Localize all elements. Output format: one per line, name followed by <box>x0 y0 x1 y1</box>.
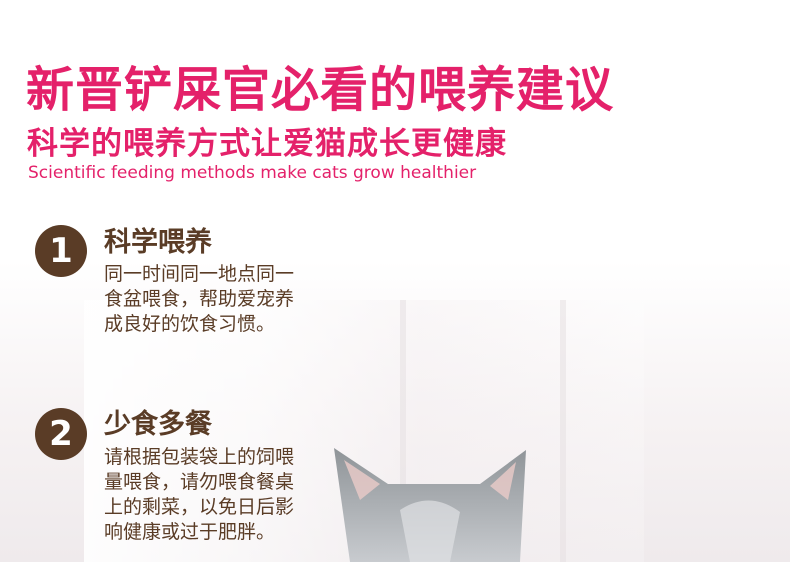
tip-number-badge: 2 <box>35 408 87 460</box>
tip-description-line: 量喂食，请勿喂食餐桌 <box>104 471 295 493</box>
page-title: 新晋铲屎官必看的喂养建议 <box>26 62 615 118</box>
background-window-frame <box>560 300 566 562</box>
tip-number-badge: 1 <box>35 225 87 277</box>
tip-title: 少食多餐 <box>104 409 212 440</box>
tip-description-line: 请根据包装袋上的饲喂 <box>104 446 295 468</box>
background-window-frame <box>400 300 406 562</box>
page-subtitle-english: Scientific feeding methods make cats gro… <box>28 163 477 183</box>
cat-left-ear-inner <box>344 460 380 500</box>
cat-face-highlight <box>400 500 460 562</box>
cat-right-ear-inner <box>490 462 516 500</box>
tip-description: 同一时间同一地点同一 食盆喂食，帮助爱宠养 成良好的饮食习惯。 <box>104 262 324 337</box>
tip-description-line: 上的剩菜，以免日后影 <box>104 496 295 518</box>
page-subtitle: 科学的喂养方式让爱猫成长更健康 <box>27 126 507 162</box>
tip-title: 科学喂养 <box>104 227 212 258</box>
cat-photo <box>334 448 526 562</box>
tip-description-line: 食盆喂食，帮助爱宠养 <box>104 288 295 310</box>
tip-description-line: 同一时间同一地点同一 <box>104 263 295 285</box>
tip-description: 请根据包装袋上的饲喂 量喂食，请勿喂食餐桌 上的剩菜，以免日后影 响健康或过于肥… <box>104 445 324 545</box>
tip-description-line: 响健康或过于肥胖。 <box>104 521 276 543</box>
tip-description-line: 成良好的饮食习惯。 <box>104 313 276 335</box>
